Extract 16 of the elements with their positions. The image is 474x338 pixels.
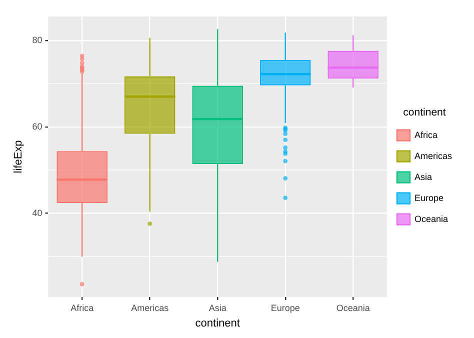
legend-label: Americas (414, 150, 452, 161)
x-tick-label: Asia (208, 302, 226, 313)
x-tick-label: Europe (270, 302, 300, 313)
legend-label: Asia (414, 172, 432, 182)
legend-title: continent (403, 106, 446, 118)
y-tick-label: 80 (32, 34, 42, 45)
x-axis-title: continent (195, 317, 240, 330)
x-tick-label: Africa (70, 302, 94, 313)
legend-label: Oceania (414, 214, 448, 224)
x-tick-label: Americas (131, 302, 170, 313)
y-tick-label: 60 (32, 121, 42, 132)
x-tick-label: Oceania (336, 302, 370, 313)
y-axis-title: lifeExp (12, 140, 25, 174)
legend-label: Europe (414, 192, 444, 203)
legend-label: Africa (414, 130, 438, 140)
y-tick-label: 40 (32, 208, 42, 218)
